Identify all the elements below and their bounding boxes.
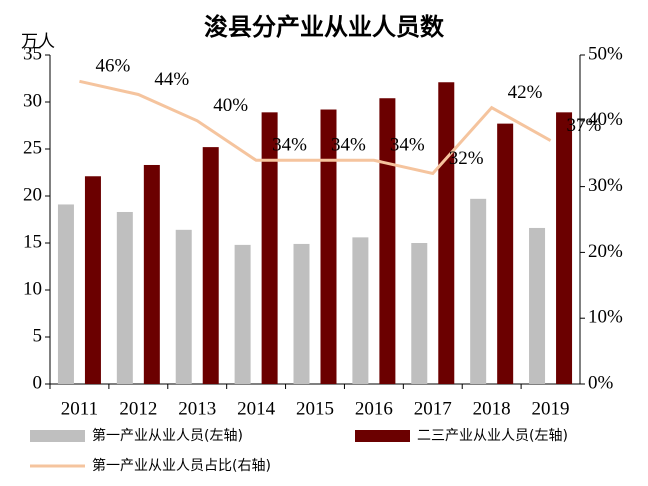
data-label: 46%: [95, 56, 130, 77]
y-tick-label: 0: [33, 372, 43, 393]
data-label: 40%: [213, 95, 248, 116]
y2-tick-label: 10%: [588, 307, 623, 328]
y-tick-label: 35: [23, 43, 42, 64]
data-label: 32%: [449, 148, 484, 169]
y-tick-label: 10: [23, 278, 42, 299]
bar: [352, 237, 369, 384]
legend-label: 二三产业从业人员(左轴): [417, 428, 568, 444]
y-axis-unit: 万人: [21, 32, 55, 52]
x-tick-label: 2012: [119, 398, 157, 419]
data-label: 37%: [567, 115, 602, 136]
bar: [57, 204, 74, 384]
bar: [379, 98, 396, 385]
line: [79, 79, 552, 176]
x-tick-label: 2019: [532, 398, 570, 419]
y-tick-label: 5: [33, 325, 43, 346]
y2-tick-label: 40%: [588, 109, 623, 130]
legend-label: 第一产业从业人员占比(右轴): [92, 457, 271, 474]
bar: [529, 227, 546, 384]
bar: [411, 243, 428, 384]
x-tick-label: 2018: [473, 398, 511, 419]
y2-tick-label: 50%: [588, 43, 623, 64]
legend-swatch: [355, 430, 410, 442]
bar: [470, 198, 487, 384]
y2-tick-label: 0%: [588, 372, 614, 393]
x-tick-label: 2013: [178, 398, 216, 419]
bar: [143, 164, 160, 384]
y2-tick-label: 30%: [588, 175, 623, 196]
bar: [438, 82, 455, 384]
bar: [293, 243, 310, 384]
data-label: 34%: [331, 135, 366, 156]
data-label: 42%: [508, 82, 543, 103]
bar: [320, 109, 337, 385]
bar: [234, 244, 251, 384]
bar: [116, 211, 133, 384]
data-label: 34%: [272, 135, 307, 156]
y-tick-label: 30: [23, 90, 42, 111]
chart-title: 浚县分产业从业人员数: [204, 13, 445, 41]
legend-swatch: [30, 430, 85, 442]
data-label: 44%: [154, 69, 189, 90]
bar: [175, 229, 192, 384]
bar: [84, 176, 101, 384]
x-tick-label: 2014: [237, 398, 276, 419]
x-tick-label: 2015: [296, 398, 334, 419]
y2-tick-label: 20%: [588, 241, 623, 262]
legend-label: 第一产业从业人员(左轴): [92, 427, 243, 444]
x-tick-label: 2017: [414, 398, 452, 419]
y-tick-label: 25: [23, 137, 42, 158]
bar: [556, 112, 573, 384]
y-tick-label: 20: [23, 184, 42, 205]
bar: [261, 112, 278, 384]
x-tick-label: 2011: [61, 398, 98, 419]
bar: [202, 147, 219, 384]
x-tick-label: 2016: [355, 398, 393, 419]
y-tick-label: 15: [23, 231, 42, 252]
data-label: 34%: [390, 135, 425, 156]
bar: [497, 123, 514, 385]
